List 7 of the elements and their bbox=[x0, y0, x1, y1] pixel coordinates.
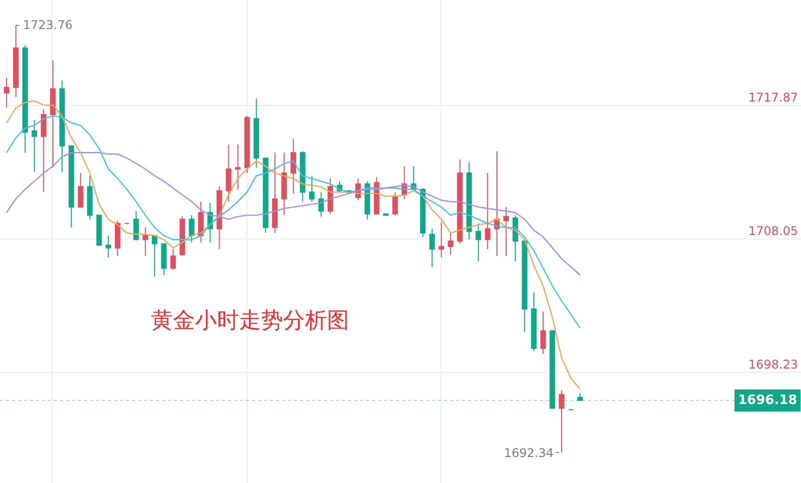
annotation: 1723.76 bbox=[23, 18, 73, 32]
ref-line-label: 1696.18 bbox=[738, 393, 798, 408]
y-tick-label: 1698.23 bbox=[748, 357, 798, 372]
y-tick-label: 1708.05 bbox=[748, 224, 798, 238]
text: 黄金小时走势分析图 bbox=[151, 308, 349, 334]
y-tick-label: 1717.87 bbox=[748, 90, 798, 104]
annotation: 1692.34 bbox=[504, 446, 554, 460]
